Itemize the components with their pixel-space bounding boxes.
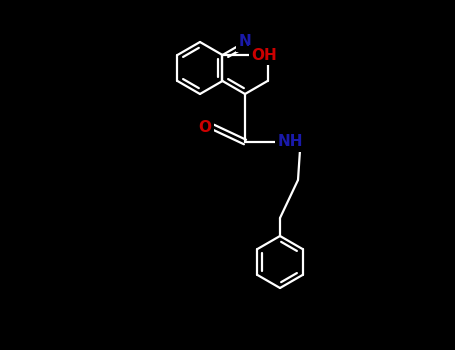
Text: O: O [198, 119, 212, 134]
Text: N: N [238, 35, 251, 49]
Text: NH: NH [277, 134, 303, 149]
Text: OH: OH [252, 48, 278, 63]
